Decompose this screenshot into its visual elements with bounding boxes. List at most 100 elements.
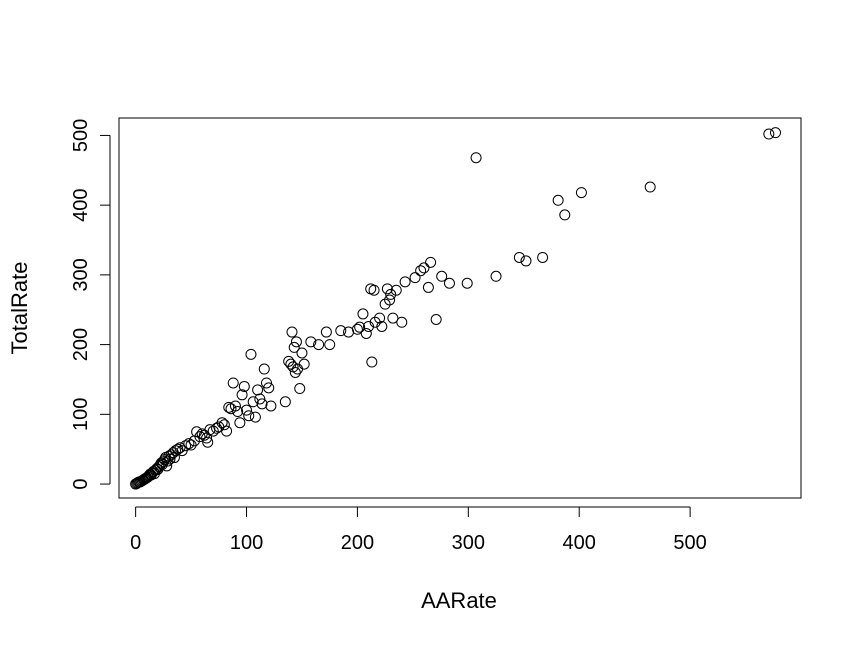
axes-layer: 0 100 200 300 400 500 0 100 200 300 400 500 — [70, 117, 802, 554]
data-point — [172, 443, 184, 455]
data-point — [559, 209, 571, 221]
data-point — [313, 339, 325, 351]
data-point — [180, 440, 192, 452]
data-point — [286, 326, 298, 338]
data-point — [763, 128, 775, 140]
data-point — [174, 442, 186, 454]
x-tick-label: 300 — [452, 532, 485, 554]
data-point — [256, 398, 268, 410]
data-point — [211, 422, 223, 434]
y-tick-label: 300 — [70, 258, 92, 291]
data-point — [236, 389, 248, 401]
data-point — [296, 347, 308, 359]
y-tick-label: 400 — [70, 188, 92, 221]
data-point — [245, 348, 257, 360]
data-point — [223, 401, 235, 413]
data-point — [335, 325, 347, 337]
data-point — [351, 323, 363, 335]
plot-frame — [118, 117, 802, 499]
data-point — [238, 380, 250, 392]
data-point — [443, 277, 455, 289]
data-point — [769, 127, 781, 139]
data-point — [368, 284, 380, 296]
x-axis-label: AARate — [421, 588, 497, 613]
data-point — [418, 262, 430, 274]
data-point — [537, 251, 549, 263]
data-point — [436, 270, 448, 282]
x-tick-label: 500 — [673, 532, 706, 554]
data-point — [415, 265, 427, 277]
data-point — [207, 425, 219, 437]
y-tick-label: 100 — [70, 398, 92, 431]
data-point — [430, 314, 442, 326]
data-point — [254, 393, 266, 405]
x-tick-label: 0 — [130, 532, 141, 554]
data-point — [363, 320, 375, 332]
data-point — [520, 255, 532, 267]
data-point — [513, 251, 525, 263]
data-point — [258, 363, 270, 375]
data-point — [164, 453, 176, 465]
data-point — [265, 400, 277, 412]
x-tick-label: 200 — [341, 532, 374, 554]
data-point — [227, 377, 239, 389]
data-point — [399, 276, 411, 288]
data-point — [290, 336, 302, 348]
y-tick-label: 0 — [70, 478, 92, 489]
data-point — [385, 288, 397, 300]
data-point — [422, 281, 434, 293]
data-point — [324, 339, 336, 351]
data-point — [376, 320, 388, 332]
data-point — [298, 358, 310, 370]
data-point — [162, 455, 174, 467]
data-point — [320, 326, 332, 338]
y-tick-label: 200 — [70, 328, 92, 361]
data-point — [305, 336, 317, 348]
data-point — [232, 406, 244, 418]
data-point — [155, 457, 167, 469]
data-point — [218, 419, 230, 431]
x-tick-label: 100 — [230, 532, 263, 554]
data-point — [194, 431, 206, 443]
data-point — [425, 256, 437, 268]
data-point — [384, 294, 396, 306]
data-point — [151, 463, 163, 475]
data-point — [183, 438, 195, 450]
data-point — [360, 327, 372, 339]
data-point — [279, 396, 291, 408]
data-point — [294, 383, 306, 395]
data-point — [243, 410, 255, 422]
data-point — [229, 400, 241, 412]
data-point — [461, 277, 473, 289]
data-point — [490, 270, 502, 282]
data-point — [198, 429, 210, 441]
data-point — [366, 356, 378, 368]
data-point — [575, 187, 587, 199]
data-point — [247, 396, 259, 408]
data-point — [185, 439, 197, 451]
data-point — [390, 284, 402, 296]
data-point — [644, 181, 656, 193]
points-layer — [130, 127, 781, 490]
y-axis-label: TotalRate — [7, 262, 32, 355]
data-point — [387, 312, 399, 324]
data-point — [409, 272, 421, 284]
y-tick-label: 500 — [70, 119, 92, 152]
data-point — [221, 425, 233, 437]
data-point — [144, 468, 156, 480]
data-point — [234, 417, 246, 429]
data-point — [357, 308, 369, 320]
data-point — [289, 366, 301, 378]
data-point — [263, 382, 275, 394]
data-point — [381, 283, 393, 295]
data-point — [374, 312, 386, 324]
data-point — [354, 321, 366, 333]
data-point — [396, 316, 408, 328]
data-point — [202, 436, 214, 448]
data-point — [241, 404, 253, 416]
data-point — [216, 417, 228, 429]
data-point — [552, 194, 564, 206]
